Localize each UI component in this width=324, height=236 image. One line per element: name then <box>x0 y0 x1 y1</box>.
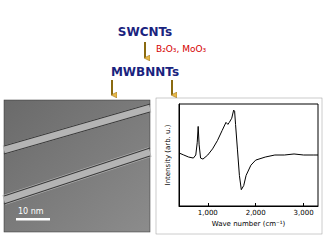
svg-text:B₂O₃, MoO₃: B₂O₃, MoO₃ <box>156 44 207 54</box>
svg-text:2,000: 2,000 <box>246 209 266 217</box>
svg-text:SWCNTs: SWCNTs <box>118 25 172 39</box>
svg-text:1,000: 1,000 <box>198 209 218 217</box>
svg-text:MWBNNTs: MWBNNTs <box>111 65 179 79</box>
svg-text:Wave number (cm⁻¹): Wave number (cm⁻¹) <box>212 220 286 228</box>
svg-text:10 nm: 10 nm <box>18 207 44 216</box>
svg-text:3,000: 3,000 <box>294 209 314 217</box>
svg-text:Intensity (arb. u.): Intensity (arb. u.) <box>164 124 172 185</box>
